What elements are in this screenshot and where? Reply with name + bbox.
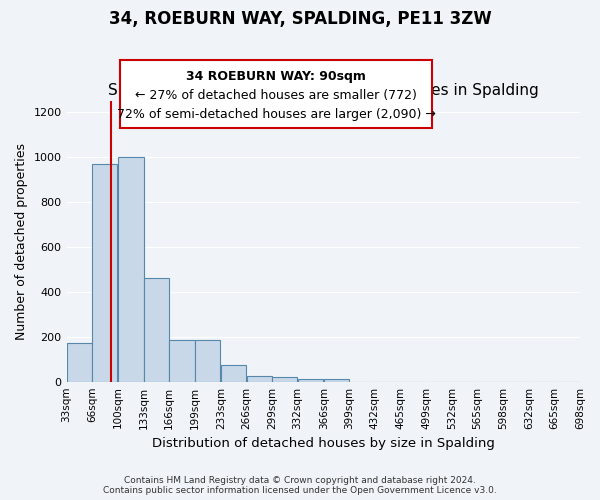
Bar (67, 344, 92, 382)
Text: ← 27% of detached houses are smaller (772): ← 27% of detached houses are smaller (77… (135, 89, 417, 102)
Bar (92, 164, 118, 382)
Bar (118, 157, 143, 382)
Text: 34 ROEBURN WAY: 90sqm: 34 ROEBURN WAY: 90sqm (186, 70, 366, 83)
Bar (169, 340, 194, 382)
Bar (247, 376, 272, 382)
Bar (221, 365, 246, 382)
Bar (195, 340, 220, 382)
Text: 34, ROEBURN WAY, SPALDING, PE11 3ZW: 34, ROEBURN WAY, SPALDING, PE11 3ZW (109, 10, 491, 28)
Bar (298, 380, 323, 382)
Bar (272, 377, 297, 382)
Bar (324, 380, 349, 382)
Bar (144, 278, 169, 382)
Text: Contains HM Land Registry data © Crown copyright and database right 2024.
Contai: Contains HM Land Registry data © Crown c… (103, 476, 497, 495)
Title: Size of property relative to detached houses in Spalding: Size of property relative to detached ho… (108, 83, 539, 98)
X-axis label: Distribution of detached houses by size in Spalding: Distribution of detached houses by size … (152, 437, 495, 450)
Text: 72% of semi-detached houses are larger (2,090) →: 72% of semi-detached houses are larger (… (116, 108, 436, 121)
FancyBboxPatch shape (120, 60, 432, 128)
Y-axis label: Number of detached properties: Number of detached properties (15, 142, 28, 340)
